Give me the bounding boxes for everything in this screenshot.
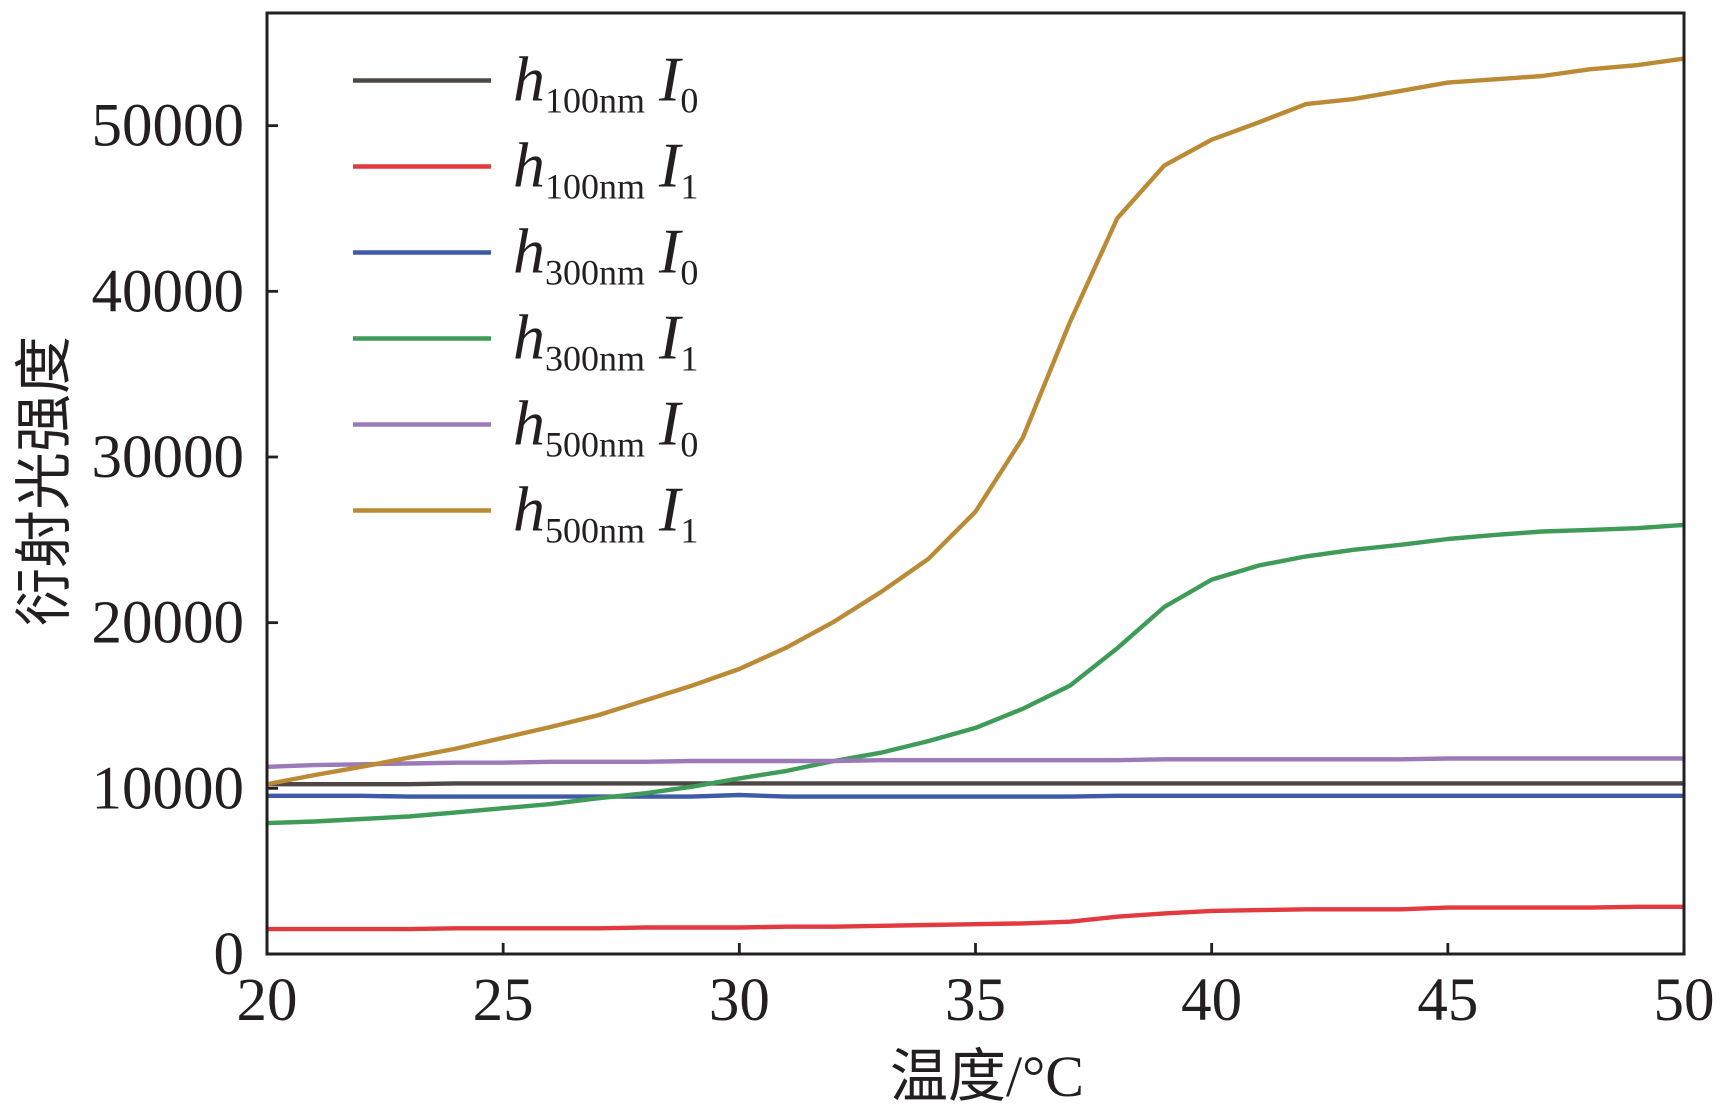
- legend-subscript-order: 1: [680, 511, 698, 551]
- series-line-h-300nm-I-1: [267, 522, 1684, 826]
- legend-subscript-order: 0: [680, 425, 698, 465]
- y-tick-label: 10000: [92, 755, 245, 822]
- legend-subscript-thickness: 300nm: [545, 253, 645, 293]
- y-tick-label: 0: [214, 921, 245, 988]
- series-line-h-500nm-I-0: [267, 756, 1684, 769]
- y-tick-label: 30000: [92, 424, 245, 491]
- legend-item-h-100nm-I-1: h100nm I1: [353, 130, 698, 207]
- series-line-h-100nm-I-0: [267, 781, 1684, 787]
- legend-label: h100nm I0: [513, 44, 698, 121]
- x-tick-label: 30: [709, 967, 770, 1034]
- legend-subscript-order: 1: [680, 167, 698, 207]
- legend-symbol-i: I: [658, 474, 683, 545]
- x-tick-label: 40: [1181, 967, 1242, 1034]
- x-axis: 20 25 30 35 40 45 50: [237, 943, 1715, 1034]
- legend-symbol-i: I: [658, 302, 683, 373]
- x-tick-label: 25: [473, 967, 534, 1034]
- legend-label: h300nm I1: [513, 302, 698, 379]
- legend-symbol-h: h: [513, 474, 545, 545]
- x-tick-label: 20: [237, 967, 298, 1034]
- legend-symbol-h: h: [513, 302, 545, 373]
- legend-symbol-i: I: [658, 388, 683, 459]
- series-lines: [267, 56, 1684, 932]
- x-tick-label: 45: [1417, 967, 1478, 1034]
- legend-label: h500nm I1: [513, 474, 698, 551]
- legend-subscript-order: 0: [680, 253, 698, 293]
- legend-label: h100nm I1: [513, 130, 698, 207]
- legend-subscript-thickness: 100nm: [545, 81, 645, 121]
- legend-subscript-thickness: 100nm: [545, 167, 645, 207]
- legend-item-h-300nm-I-1: h300nm I1: [353, 302, 698, 379]
- series-line-h-100nm-I-1: [267, 904, 1684, 932]
- legend-item-h-500nm-I-1: h500nm I1: [353, 474, 698, 551]
- legend-symbol-i: I: [658, 44, 683, 115]
- legend-symbol-h: h: [513, 130, 545, 201]
- legend-symbol-i: I: [658, 130, 683, 201]
- legend-label: h300nm I0: [513, 216, 698, 293]
- legend-subscript-thickness: 500nm: [545, 511, 645, 551]
- x-axis-label: 温度/°C: [890, 1044, 1084, 1109]
- legend-subscript-order: 0: [680, 81, 698, 121]
- legend-symbol-h: h: [513, 388, 545, 459]
- x-tick-label: 50: [1654, 967, 1715, 1034]
- y-axis: 0 10000 20000 30000 40000 50000: [92, 93, 278, 988]
- legend-item-h-100nm-I-0: h100nm I0: [353, 44, 698, 121]
- y-tick-label: 40000: [92, 258, 245, 325]
- legend-subscript-thickness: 500nm: [545, 425, 645, 465]
- x-tick-label: 35: [945, 967, 1006, 1034]
- legend-item-h-500nm-I-0: h500nm I0: [353, 388, 698, 465]
- y-tick-label: 20000: [92, 590, 245, 657]
- legend-symbol-i: I: [658, 216, 683, 287]
- series-line-h-500nm-I-1: [267, 56, 1684, 787]
- legend-subscript-order: 1: [680, 339, 698, 379]
- legend-symbol-h: h: [513, 216, 545, 287]
- series-line-h-300nm-I-0: [267, 792, 1684, 799]
- y-axis-label: 衍射光强度: [12, 336, 77, 626]
- legend-subscript-thickness: 300nm: [545, 339, 645, 379]
- y-tick-label: 50000: [92, 93, 245, 160]
- legend-item-h-300nm-I-0: h300nm I0: [353, 216, 698, 293]
- legend-symbol-h: h: [513, 44, 545, 115]
- legend-label: h500nm I0: [513, 388, 698, 465]
